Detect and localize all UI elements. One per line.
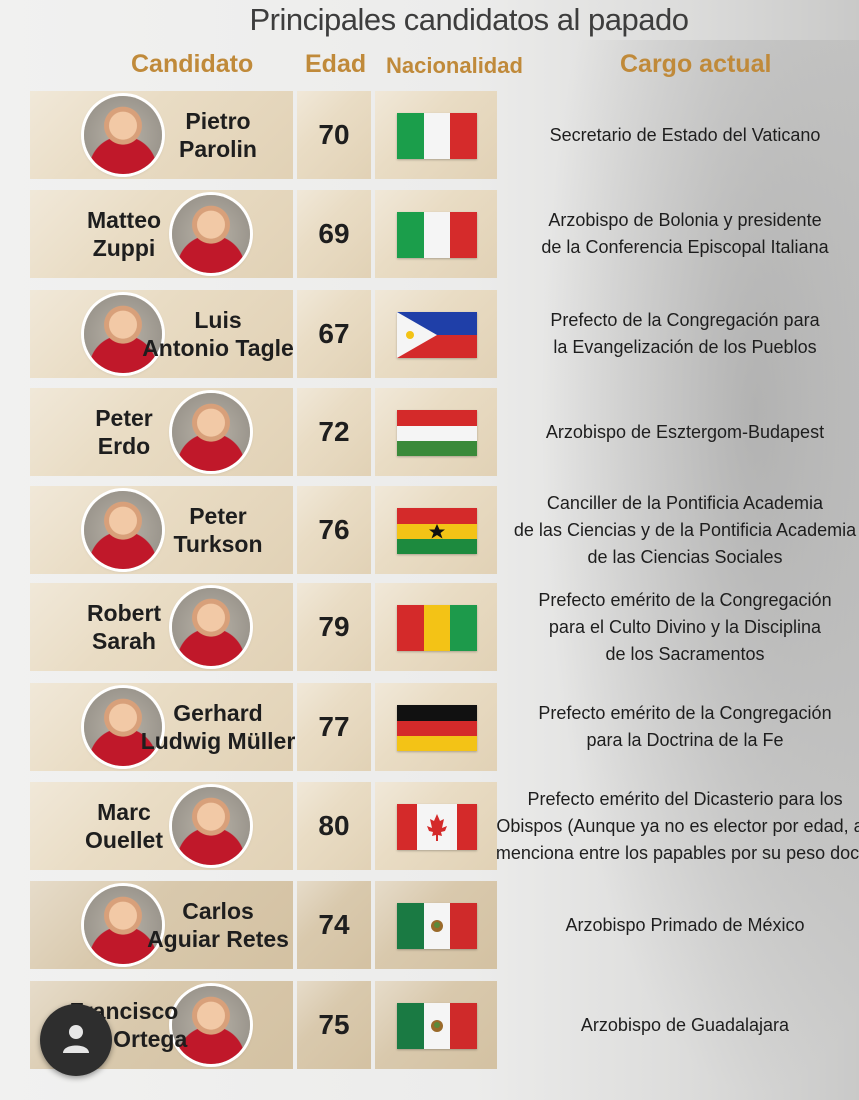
candidate-row: Pietro Parolin 70 Secretario de Estado d…: [0, 91, 859, 179]
candidate-row: Matteo Zuppi 69 Arzobispo de Bolonia y p…: [0, 190, 859, 278]
age-cell: [297, 981, 371, 1069]
candidate-role: Arzobispo de Bolonia y presidente de la …: [541, 210, 829, 257]
candidate-name: Luis Antonio Tagle: [142, 307, 294, 361]
candidate-age: 69: [318, 218, 350, 249]
age-cell: [297, 881, 371, 969]
candidate-name: Carlos Aguiar Retes: [147, 898, 289, 952]
italy-flag: [397, 212, 477, 258]
candidate-role: Secretario de Estado del Vaticano: [549, 124, 821, 145]
candidate-name: Gerhard Ludwig Müller: [140, 700, 296, 754]
candidate-row: Luis Antonio Tagle 67 Prefecto de la Con…: [0, 290, 859, 378]
age-cell: [297, 190, 371, 278]
user-icon: [63, 1025, 89, 1053]
germany-flag: [397, 705, 477, 751]
mexico-flag: [397, 1003, 477, 1049]
candidate-age: 80: [318, 810, 350, 841]
candidate-age: 72: [318, 416, 350, 447]
hungary-flag: [397, 410, 477, 456]
candidate-row: Gerhard Ludwig Müller 77 Prefecto emérit…: [0, 683, 859, 771]
candidate-role: Prefecto emérito de la Congregación para…: [538, 589, 832, 664]
candidate-role: Arzobispo de Esztergom-Budapest: [545, 421, 825, 442]
mexico-flag: [397, 903, 477, 949]
candidate-age: 75: [318, 1009, 350, 1040]
candidate-age: 79: [318, 611, 350, 642]
name-cell: [30, 190, 293, 278]
age-cell: [297, 486, 371, 574]
candidate-row: Peter Erdo 72 Arzobispo de Esztergom-Bud…: [0, 388, 859, 476]
candidate-age: 67: [318, 318, 350, 349]
candidate-name: Robert Sarah: [86, 600, 162, 654]
candidate-photo: [84, 688, 162, 766]
candidate-role: Prefecto emérito de la Congregación para…: [538, 703, 832, 750]
page-title: Principales candidatos al papado: [249, 2, 689, 37]
guinea-flag: [397, 605, 477, 651]
candidate-name: Peter Turkson: [173, 503, 263, 557]
candidate-name: Peter Erdo: [95, 405, 153, 459]
candidate-row: Francisco bles Ortega 75 Arzobispo de Gu…: [0, 981, 859, 1069]
candidate-role: Canciller de la Pontificia Academia de l…: [513, 492, 857, 567]
candidate-name: Matteo Zuppi: [86, 207, 162, 261]
candidate-photo: [84, 295, 162, 373]
candidate-name: Marc Ouellet: [85, 799, 163, 853]
philippines-flag: [397, 312, 477, 358]
age-cell: [297, 683, 371, 771]
candidate-photo: [172, 195, 250, 273]
candidate-name: Pietro Parolin: [179, 108, 257, 162]
candidate-photo: [172, 787, 250, 865]
header-nacionalidad: Nacionalidad: [386, 53, 523, 78]
age-cell: [297, 388, 371, 476]
age-cell: [297, 290, 371, 378]
age-cell: [297, 91, 371, 179]
candidate-age: 76: [318, 514, 350, 545]
candidate-role: Prefecto emérito del Dicasterio para los…: [495, 788, 859, 863]
header-edad: Edad: [305, 50, 367, 78]
age-cell: [297, 782, 371, 870]
candidate-age: 74: [318, 909, 350, 940]
candidate-role: Prefecto de la Congregación para la Evan…: [550, 310, 820, 357]
italy-flag: [397, 113, 477, 159]
candidate-photo: [172, 393, 250, 471]
candidate-role: Arzobispo de Guadalajara: [580, 1014, 790, 1035]
header-candidato: Candidato: [131, 50, 254, 78]
candidate-photo: [84, 886, 162, 964]
ghana-flag: [397, 508, 477, 554]
candidate-age: 70: [318, 119, 350, 150]
candidate-row: Robert Sarah 79 Prefecto emérito de la C…: [0, 583, 859, 671]
header-cargo: Cargo actual: [620, 50, 772, 78]
candidate-row: Peter Turkson 76 Canciller de la Pontifi…: [0, 486, 859, 574]
candidate-photo: [84, 491, 162, 569]
canada-flag: [397, 804, 477, 850]
name-cell: [30, 388, 293, 476]
candidate-row: Carlos Aguiar Retes 74 Arzobispo Primado…: [0, 881, 859, 969]
candidate-photo: [84, 96, 162, 174]
candidate-age: 77: [318, 711, 350, 742]
candidate-row: Marc Ouellet 80 Prefecto emérito del Dic…: [0, 782, 859, 870]
account-button[interactable]: [40, 1004, 112, 1076]
age-cell: [297, 583, 371, 671]
candidate-role: Arzobispo Primado de México: [565, 914, 805, 935]
candidate-photo: [172, 986, 250, 1064]
candidate-photo: [172, 588, 250, 666]
